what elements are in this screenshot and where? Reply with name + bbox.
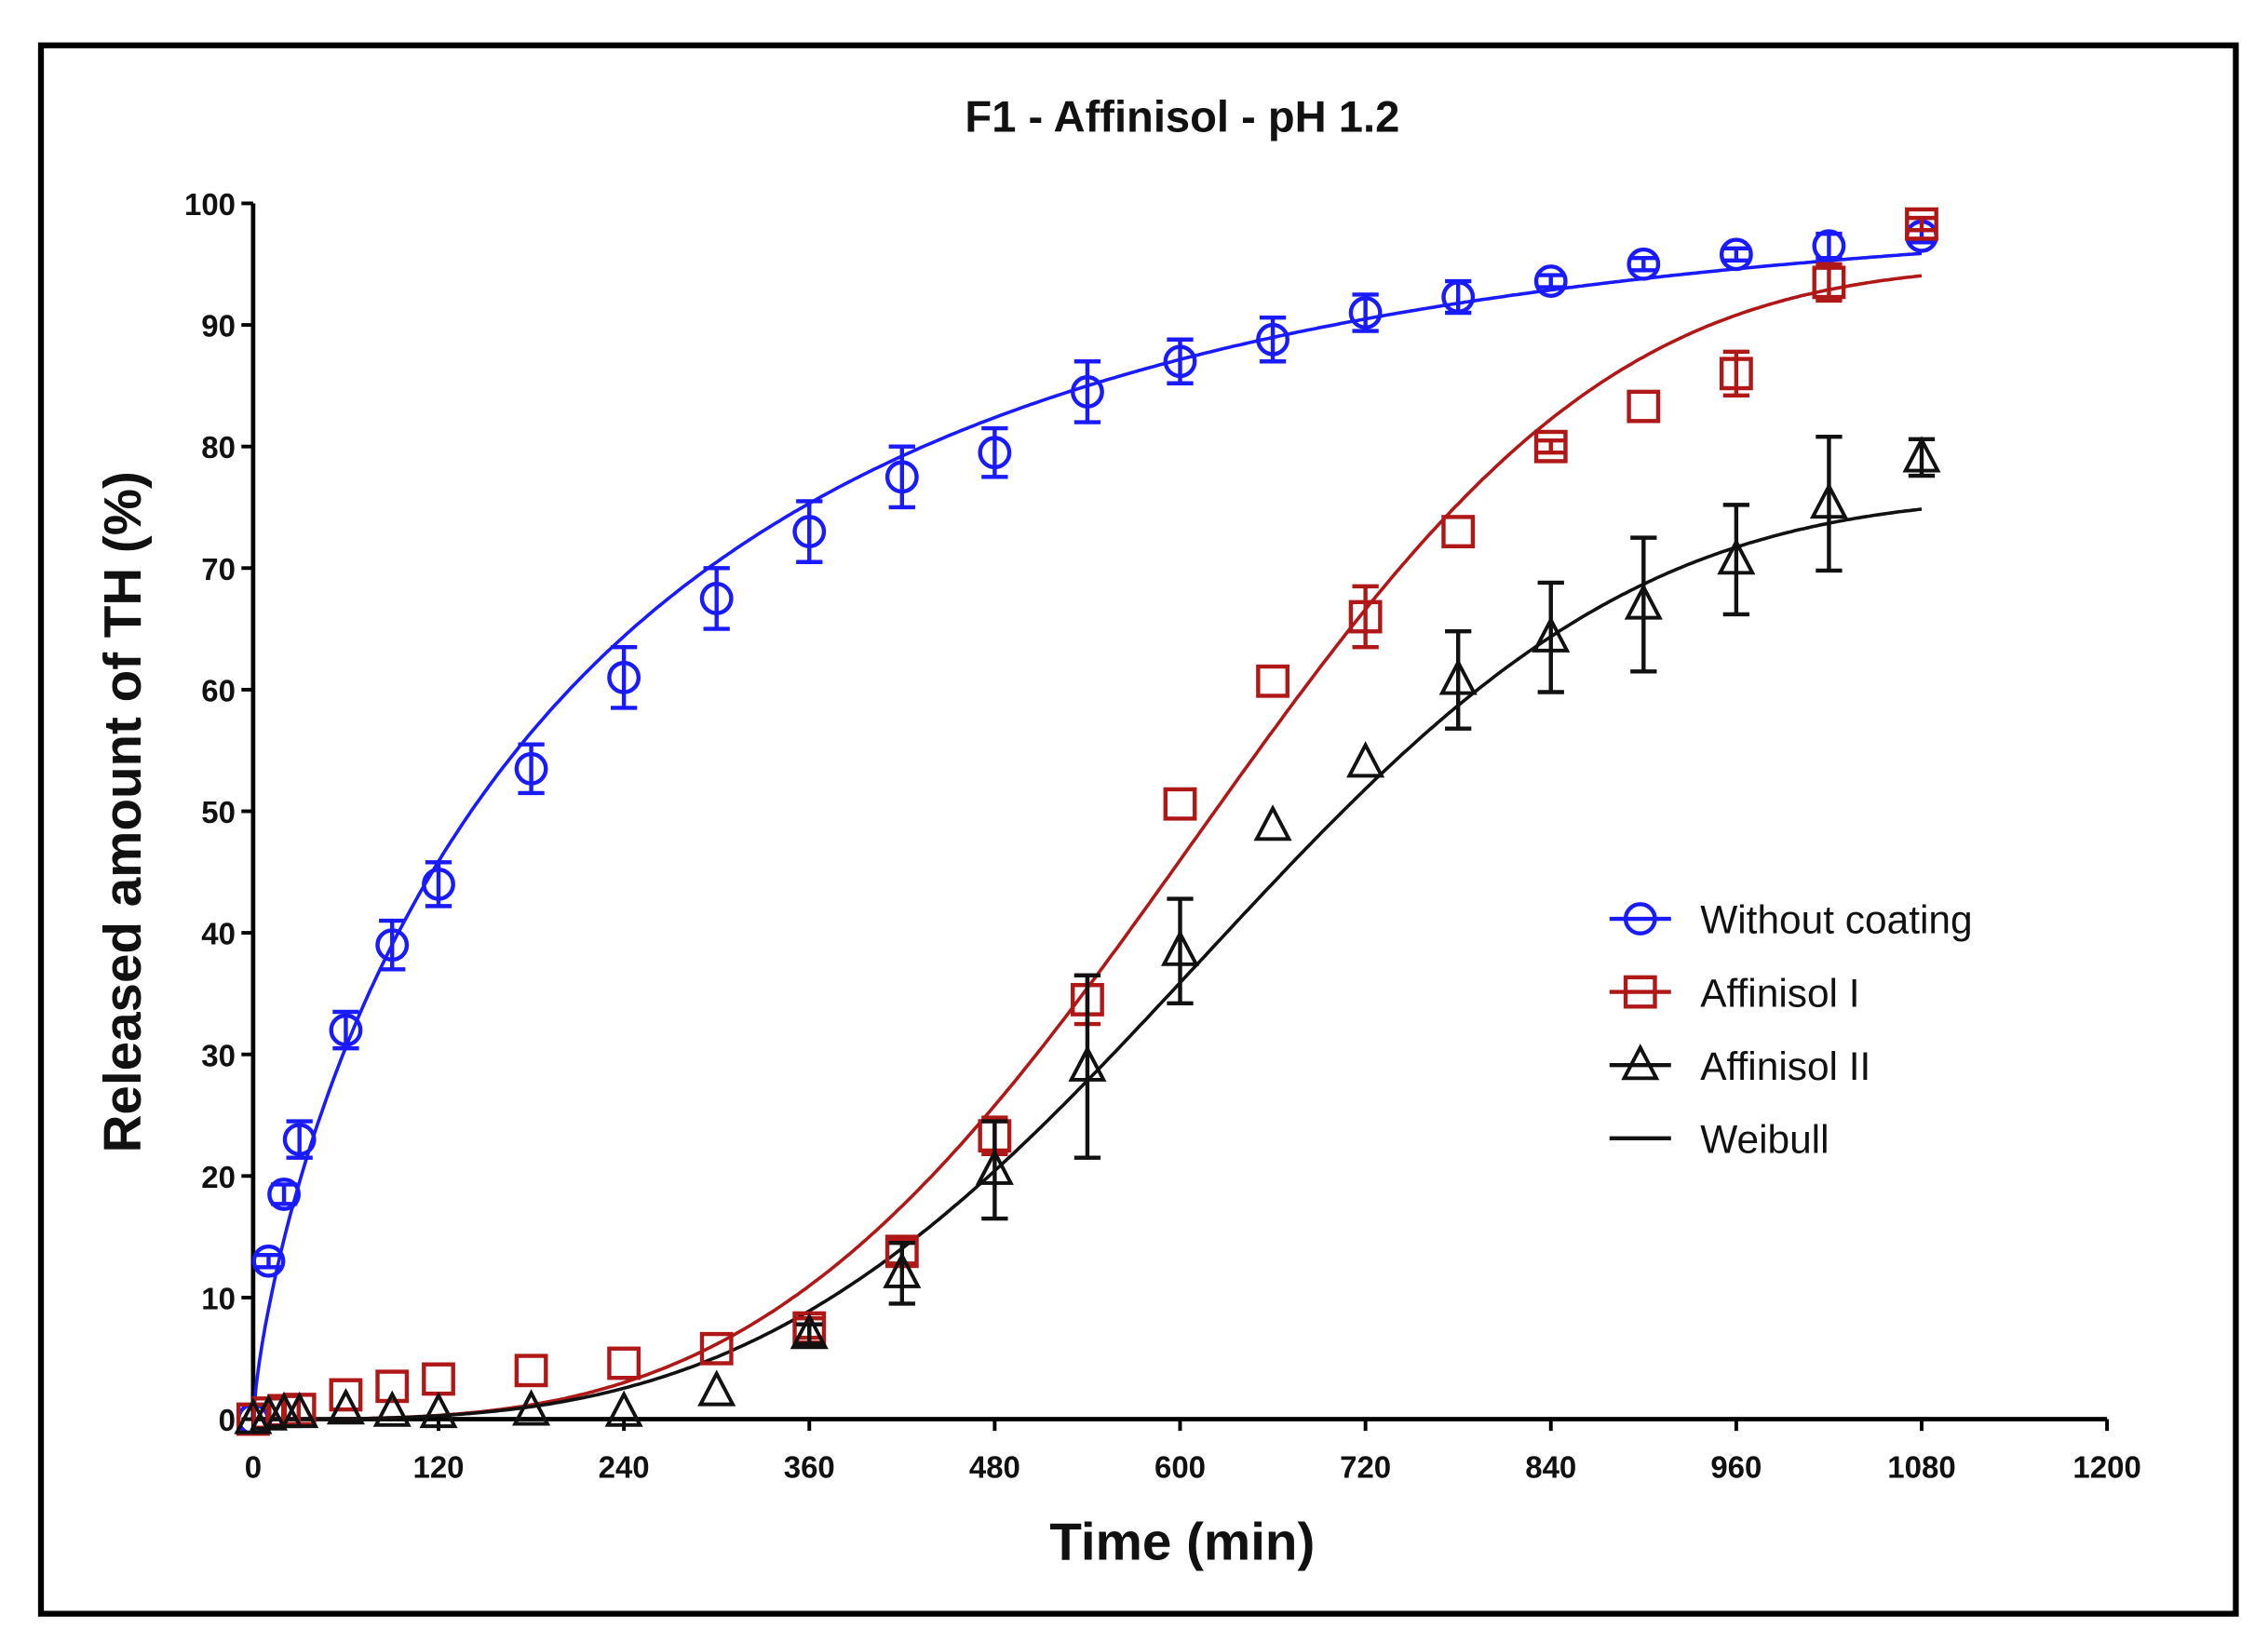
data-point-square (375, 1369, 410, 1404)
data-point-circle (1719, 237, 1753, 272)
data-point-square (1533, 429, 1568, 464)
data-point-triangle (372, 1390, 412, 1427)
x-tick-label: 0 (245, 1449, 262, 1484)
data-point-circle (1441, 280, 1476, 314)
data-point-circle (1627, 247, 1661, 281)
legend-marker (1623, 902, 1657, 936)
chart-title: F1 - Affinisol - pH 1.2 (965, 91, 1399, 141)
data-point-triangle (697, 1369, 736, 1407)
data-point-circle (1348, 296, 1383, 330)
legend-label: Affinisol II (1700, 1044, 1870, 1088)
data-point-circle (282, 1123, 317, 1157)
y-tick-label: 60 (201, 673, 236, 707)
y-tick-label: 0 (219, 1403, 236, 1437)
data-point-triangle (790, 1313, 829, 1350)
data-point-circle (1533, 264, 1568, 298)
x-tick-label: 600 (1154, 1449, 1206, 1484)
data-point-square (607, 1346, 641, 1380)
data-point-triangle (1253, 804, 1292, 842)
data-point-square (1441, 515, 1476, 549)
data-point-square (1163, 787, 1197, 821)
legend-label: Without coating (1700, 898, 1972, 942)
data-point-triangle (1438, 658, 1478, 695)
data-point-circle (1812, 229, 1846, 263)
legend-marker (1623, 975, 1657, 1009)
x-tick-label: 1200 (2072, 1449, 2140, 1484)
y-tick-label: 70 (201, 552, 236, 586)
data-point-circle (514, 751, 548, 786)
data-point-square (1256, 664, 1289, 698)
data-point-square (699, 1331, 734, 1366)
x-axis-label: Time (min) (1049, 1512, 1315, 1570)
data-point-circle (329, 1013, 363, 1047)
y-tick-label: 90 (201, 309, 236, 343)
data-point-circle (375, 928, 410, 963)
data-point-circle (267, 1177, 301, 1211)
data-point-circle (978, 436, 1012, 470)
data-point-square (1905, 207, 1938, 241)
x-tick-label: 360 (784, 1449, 835, 1484)
data-point-triangle (1902, 436, 1941, 473)
y-tick-label: 80 (201, 430, 236, 465)
data-point-square (514, 1353, 548, 1388)
legend-marker (1621, 1044, 1660, 1081)
y-tick-label: 40 (201, 917, 236, 951)
data-point-triangle (280, 1391, 319, 1429)
x-tick-label: 240 (599, 1449, 650, 1484)
legend-label: Weibull (1700, 1117, 1829, 1161)
data-point-square (1812, 265, 1846, 300)
data-point-circle (792, 515, 827, 549)
data-point-triangle (604, 1390, 643, 1427)
data-point-triangle (1068, 1044, 1107, 1082)
x-tick-label: 120 (412, 1449, 464, 1484)
data-point-triangle (1717, 538, 1756, 575)
data-point-triangle (512, 1389, 551, 1426)
data-point-circle (884, 460, 919, 494)
data-point-triangle (1532, 615, 1571, 653)
x-tick-label: 960 (1710, 1449, 1762, 1484)
data-point-triangle (1624, 583, 1663, 620)
y-tick-label: 50 (201, 795, 236, 829)
y-axis-label: Released amount of TH (%) (93, 471, 152, 1152)
y-tick-label: 20 (201, 1160, 236, 1194)
data-point-square (1719, 357, 1753, 391)
data-point-triangle (1346, 741, 1385, 778)
data-point-triangle (234, 1397, 273, 1434)
data-point-triangle (883, 1251, 922, 1288)
data-point-circle (422, 867, 455, 901)
data-point-triangle (326, 1387, 365, 1425)
data-point-square (329, 1378, 363, 1412)
x-tick-label: 840 (1525, 1449, 1576, 1484)
x-tick-label: 1080 (1887, 1449, 1955, 1484)
data-point-circle (1071, 374, 1104, 409)
data-point-triangle (1160, 929, 1200, 966)
data-point-square (1348, 599, 1383, 634)
y-tick-label: 30 (201, 1038, 236, 1072)
data-point-circle (607, 660, 641, 694)
data-point-circle (1256, 322, 1289, 357)
data-point-triangle (419, 1391, 458, 1429)
data-point-circle (699, 582, 734, 615)
y-tick-label: 10 (201, 1281, 236, 1315)
data-point-square (1627, 389, 1661, 424)
legend-label: Affinisol I (1700, 971, 1859, 1015)
y-tick-label: 100 (184, 187, 236, 222)
data-point-triangle (1809, 481, 1848, 519)
data-point-circle (1163, 344, 1197, 379)
x-tick-label: 720 (1340, 1449, 1391, 1484)
x-tick-label: 480 (969, 1449, 1020, 1484)
data-point-circle (251, 1244, 286, 1278)
frame-border (37, 42, 2239, 1617)
data-point-triangle (975, 1148, 1014, 1185)
